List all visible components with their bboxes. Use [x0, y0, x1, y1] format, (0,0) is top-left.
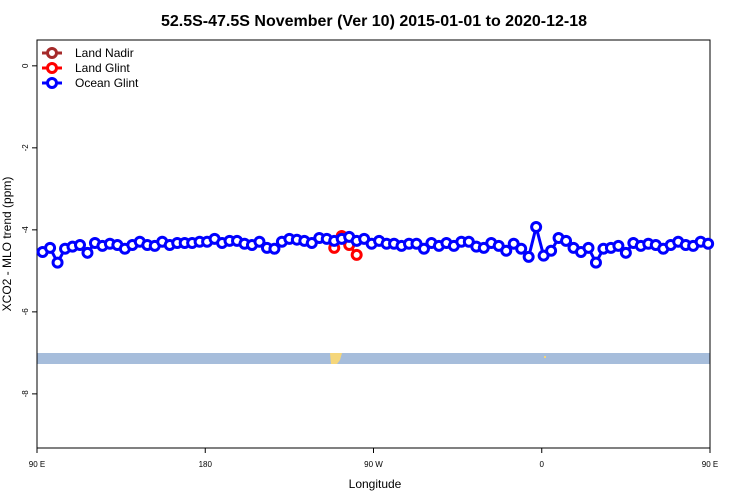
data-point: [500, 244, 513, 257]
legend-marker: [46, 77, 58, 89]
y-tick-label: -6: [21, 308, 30, 316]
data-point: [522, 250, 535, 263]
x-tick-label: 90 E: [702, 460, 718, 469]
data-point: [612, 239, 625, 252]
y-tick-label: -8: [21, 390, 30, 398]
ocean-strip: [37, 353, 710, 364]
legend-label: Land Glint: [75, 61, 130, 75]
chart-title: 52.5S-47.5S November (Ver 10) 2015-01-01…: [161, 13, 587, 30]
map-strip: [37, 353, 710, 364]
legend-label: Ocean Glint: [75, 76, 139, 90]
data-point: [619, 246, 632, 259]
x-tick-label: 0: [540, 460, 545, 469]
data-point: [582, 241, 595, 254]
data-point: [589, 256, 602, 269]
data-point: [560, 234, 573, 247]
data-point: [268, 242, 281, 255]
land-strip: [330, 353, 342, 364]
x-tick-label: 180: [199, 460, 213, 469]
y-axis-label: XCO2 - MLO trend (ppm): [0, 177, 14, 312]
legend-marker: [46, 47, 58, 59]
data-point: [515, 242, 528, 255]
y-tick-label: -4: [21, 226, 30, 234]
data-point: [702, 237, 715, 250]
data-point: [253, 235, 266, 248]
data-point: [350, 248, 363, 261]
data-point: [51, 256, 64, 269]
data-point: [44, 241, 57, 254]
data-point: [81, 246, 94, 259]
y-tick-label: 0: [21, 63, 30, 68]
data-point: [530, 220, 543, 233]
y-tick-label: -2: [21, 144, 30, 152]
data-point: [73, 239, 86, 252]
land-strip: [544, 356, 546, 358]
x-tick-label: 90 W: [364, 460, 383, 469]
data-point: [545, 244, 558, 257]
x-axis-label: Longitude: [349, 477, 402, 491]
legend-marker: [46, 62, 58, 74]
x-tick-label: 90 E: [29, 460, 45, 469]
legend-label: Land Nadir: [75, 46, 134, 60]
data-point: [417, 242, 430, 255]
